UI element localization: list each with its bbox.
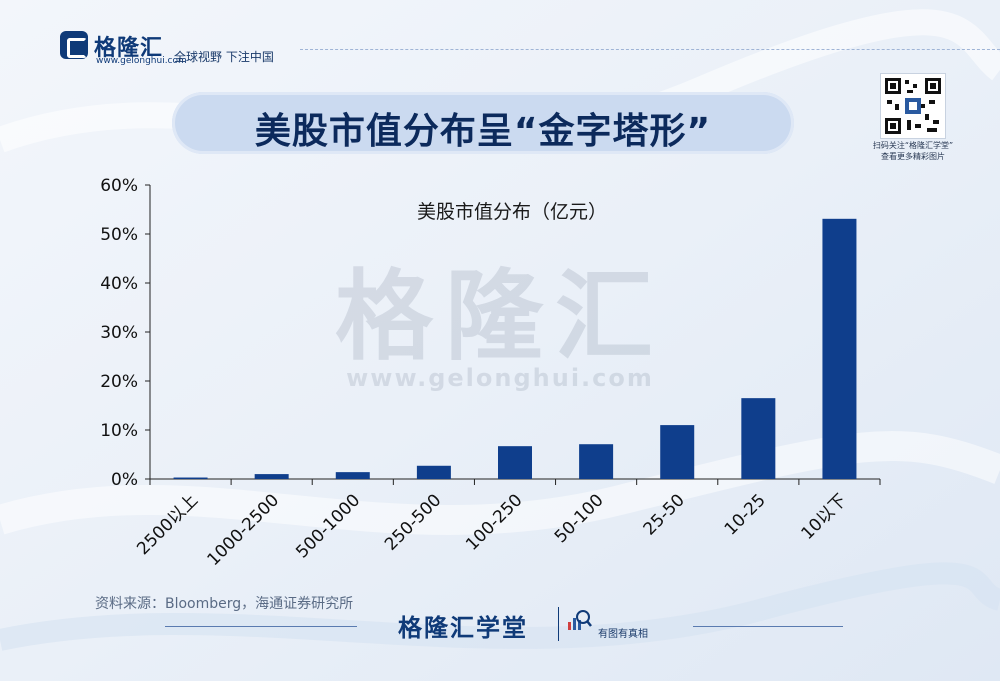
- chart-magnifier-icon: [566, 608, 592, 634]
- header: 格隆汇 www.gelonghui.com 全球视野 下注中国: [0, 0, 1000, 80]
- x-tick-label: 100-250: [462, 490, 526, 554]
- y-tick-label: 10%: [100, 421, 138, 441]
- x-tick-label: 10以下: [797, 490, 850, 543]
- qr-code-icon: [880, 73, 946, 139]
- qr-caption-line2: 查看更多精彩图片: [881, 152, 945, 161]
- bar-10以下: [822, 218, 857, 479]
- x-tick-label: 500-1000: [292, 490, 364, 562]
- source-note: 资料来源：Bloomberg，海通证券研究所: [95, 596, 354, 612]
- qr-code-graphic: [885, 78, 941, 134]
- chart-bars: [173, 218, 857, 479]
- y-tick-label: 20%: [100, 372, 138, 392]
- watermark: 格隆汇 www.gelonghui.com: [335, 260, 665, 392]
- bar-500-1000: [335, 472, 370, 479]
- y-tick-label: 0%: [111, 470, 138, 490]
- y-tick-label: 40%: [100, 274, 138, 294]
- y-tick-label: 50%: [100, 225, 138, 245]
- x-tick-label: 1000-2500: [204, 490, 284, 570]
- bar-10-25: [741, 398, 776, 479]
- x-tick-label: 10-25: [721, 490, 770, 539]
- bar-2500以上: [173, 477, 208, 479]
- footer-separator: [558, 607, 559, 641]
- chart-x-labels: 2500以上 1000-2500 500-1000 250-500 100-250 50-…: [133, 490, 851, 570]
- title-banner: 美股市值分布呈“金字塔形”: [172, 92, 794, 154]
- bar-100-250: [498, 446, 532, 479]
- y-tick-label: 30%: [100, 323, 138, 343]
- watermark-url: www.gelonghui.com: [346, 364, 654, 392]
- watermark-name: 格隆汇: [335, 260, 665, 374]
- x-tick-label: 250-500: [381, 490, 445, 554]
- y-tick-label: 60%: [100, 176, 138, 196]
- qr-caption: 扫码关注“格隆汇学堂” 查看更多精彩图片: [848, 140, 978, 162]
- footer-brand: 格隆汇学堂: [398, 614, 528, 642]
- logo-icon: [60, 31, 88, 59]
- footer-line-right: [693, 626, 843, 627]
- logo-url: www.gelonghui.com: [96, 56, 187, 66]
- slogan: 全球视野 下注中国: [174, 50, 274, 64]
- qr-caption-line1: 扫码关注“格隆汇学堂”: [872, 141, 954, 150]
- footer-line-left: [165, 626, 357, 627]
- chart-y-labels: 0% 10% 20% 30% 40% 50% 60%: [100, 176, 138, 490]
- chart-title: 美股市值分布（亿元）: [417, 201, 607, 223]
- bar-50-100: [579, 444, 614, 479]
- chart-magnifier-graphic: [568, 610, 592, 630]
- logo-name: 格隆汇: [94, 36, 164, 61]
- bar-250-500: [416, 465, 451, 479]
- x-tick-label: 2500以上: [133, 490, 202, 559]
- header-divider: [300, 49, 1000, 50]
- bar-1000-2500: [254, 474, 289, 479]
- footer-tagline: 有图有真相: [598, 629, 648, 640]
- page-title: 美股市值分布呈“金字塔形”: [254, 111, 712, 152]
- bar-25-50: [660, 425, 695, 479]
- x-tick-label: 25-50: [640, 490, 689, 539]
- x-tick-label: 50-100: [551, 490, 608, 547]
